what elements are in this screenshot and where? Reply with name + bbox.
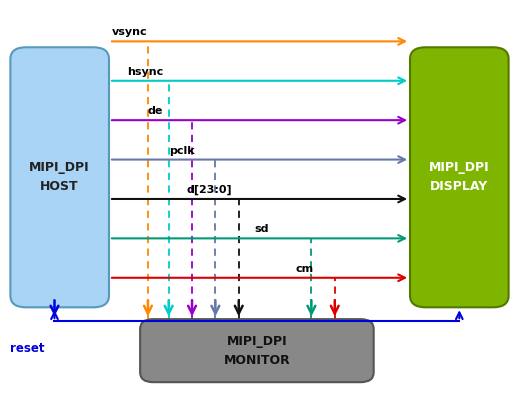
Text: reset: reset <box>10 342 45 355</box>
Text: vsync: vsync <box>112 28 147 37</box>
FancyBboxPatch shape <box>140 319 374 382</box>
Text: de: de <box>148 106 163 116</box>
Text: pclk: pclk <box>169 146 194 156</box>
Text: hsync: hsync <box>127 67 163 77</box>
Text: sd: sd <box>254 225 269 234</box>
FancyBboxPatch shape <box>10 47 109 307</box>
Text: cm: cm <box>296 264 314 274</box>
Text: d[23:0]: d[23:0] <box>187 185 233 195</box>
FancyBboxPatch shape <box>410 47 509 307</box>
Text: MIPI_DPI
DISPLAY: MIPI_DPI DISPLAY <box>429 161 489 193</box>
Text: MIPI_DPI
HOST: MIPI_DPI HOST <box>30 161 90 193</box>
Text: MIPI_DPI
MONITOR: MIPI_DPI MONITOR <box>224 335 290 367</box>
